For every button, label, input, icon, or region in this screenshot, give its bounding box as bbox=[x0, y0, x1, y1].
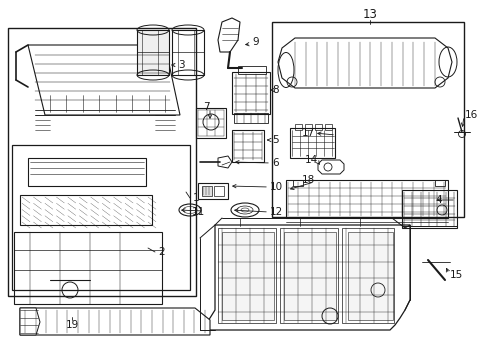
Polygon shape bbox=[200, 225, 410, 330]
Text: 9: 9 bbox=[252, 37, 259, 47]
Polygon shape bbox=[20, 308, 40, 335]
Text: 19: 19 bbox=[65, 320, 78, 330]
Text: 15: 15 bbox=[450, 270, 463, 280]
Bar bbox=[272, 22, 464, 217]
Bar bbox=[218, 228, 276, 323]
Text: 4: 4 bbox=[435, 195, 441, 205]
Bar bbox=[295, 124, 302, 130]
Text: 1: 1 bbox=[193, 193, 199, 203]
Text: 16: 16 bbox=[465, 110, 478, 120]
Text: 12: 12 bbox=[270, 207, 283, 217]
Bar bbox=[172, 30, 204, 75]
Bar bbox=[232, 72, 270, 114]
Bar bbox=[348, 232, 393, 320]
Text: 2: 2 bbox=[158, 247, 165, 257]
Text: 8: 8 bbox=[272, 85, 279, 95]
Bar bbox=[222, 232, 274, 320]
Bar bbox=[28, 158, 146, 186]
Bar bbox=[284, 232, 336, 320]
Bar bbox=[238, 66, 266, 74]
Bar bbox=[286, 180, 448, 218]
Text: 13: 13 bbox=[363, 9, 377, 22]
Bar bbox=[14, 232, 162, 304]
Text: 18: 18 bbox=[302, 175, 315, 185]
Text: 7: 7 bbox=[203, 102, 210, 112]
Text: 14: 14 bbox=[305, 155, 318, 165]
Text: 10: 10 bbox=[270, 182, 283, 192]
Bar bbox=[137, 30, 169, 75]
Text: 6: 6 bbox=[272, 158, 279, 168]
Polygon shape bbox=[218, 18, 240, 52]
Bar bbox=[198, 183, 228, 199]
Bar bbox=[290, 128, 335, 158]
Text: 17: 17 bbox=[302, 128, 315, 138]
Bar bbox=[342, 228, 394, 323]
Bar bbox=[435, 180, 445, 186]
Polygon shape bbox=[20, 308, 210, 335]
Polygon shape bbox=[278, 38, 452, 88]
Text: 3: 3 bbox=[178, 60, 185, 70]
Bar bbox=[402, 190, 457, 228]
Bar bbox=[305, 124, 312, 130]
Bar bbox=[8, 28, 196, 296]
Text: 5: 5 bbox=[272, 135, 279, 145]
Bar bbox=[325, 124, 332, 130]
Bar bbox=[20, 195, 152, 225]
Bar bbox=[12, 145, 190, 290]
Polygon shape bbox=[28, 45, 180, 115]
Bar bbox=[234, 113, 268, 123]
Polygon shape bbox=[318, 160, 344, 174]
Bar bbox=[196, 108, 226, 138]
Bar bbox=[232, 130, 264, 162]
Bar bbox=[315, 124, 322, 130]
Bar bbox=[214, 186, 224, 196]
Bar bbox=[280, 228, 338, 323]
Polygon shape bbox=[218, 156, 232, 168]
Bar bbox=[202, 186, 212, 196]
Bar bbox=[293, 180, 303, 186]
Text: 11: 11 bbox=[192, 207, 205, 217]
